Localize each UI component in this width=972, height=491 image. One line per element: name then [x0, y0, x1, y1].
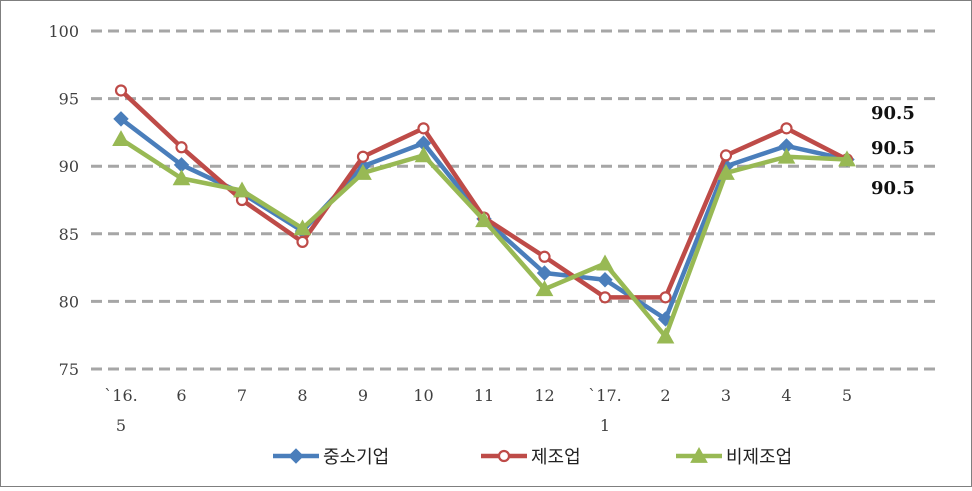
end-value-label: 90.5 [871, 178, 915, 199]
x-tick-label: `17. [588, 386, 621, 405]
gridlines [91, 29, 939, 371]
x-tick-label: 4 [781, 386, 791, 405]
series-point [659, 291, 672, 304]
x-axis-ticks: `16.56 7 8 9 10 11 12 `17.12 3 4 5 [104, 386, 852, 435]
legend: 중소기업 제조업 비제조업 [273, 446, 792, 468]
legend-item: 중소기업 [273, 447, 389, 468]
series-point [497, 449, 511, 463]
x-tick-label: 9 [358, 386, 368, 405]
x-tick-label: 6 [176, 386, 186, 405]
series-point [597, 272, 613, 288]
x-tick-label: 7 [237, 386, 247, 405]
series-point [417, 122, 430, 135]
end-value-labels: 90.5 90.5 90.5 [871, 103, 915, 199]
series-point [717, 163, 735, 180]
series-point [690, 446, 708, 463]
series-point [719, 149, 733, 162]
x-tick-label: 2 [660, 386, 670, 405]
x-tick-label: 10 [413, 386, 433, 405]
series-제조업 [114, 84, 854, 304]
series-point [112, 130, 130, 147]
legend-label: 중소기업 [323, 447, 389, 468]
x-tick-label: `16. [104, 386, 137, 405]
x-tick-label: 11 [474, 386, 494, 405]
series-line [119, 88, 849, 300]
series-point [296, 235, 309, 249]
end-value-label: 90.5 [871, 103, 915, 124]
y-tick-label: 80 [59, 292, 79, 311]
series-point [838, 150, 856, 167]
series-point [175, 141, 188, 154]
x-tick-label: 1 [600, 416, 610, 435]
y-tick-label: 75 [59, 360, 79, 379]
legend-label: 비제조업 [726, 447, 792, 468]
series-point [780, 122, 793, 135]
series-point [172, 169, 191, 186]
series-point [356, 150, 370, 163]
series-point [536, 265, 553, 281]
series-point [114, 84, 128, 97]
y-tick-label: 100 [48, 22, 79, 41]
legend-item: 비제조업 [676, 446, 792, 468]
series-point [233, 181, 251, 198]
series-point [777, 147, 796, 164]
series-point [475, 211, 493, 228]
x-tick-label: 12 [534, 386, 554, 405]
series-point [538, 250, 551, 263]
series-point [598, 291, 612, 304]
series-point [414, 146, 433, 163]
y-tick-label: 85 [59, 225, 79, 244]
y-tick-label: 90 [59, 157, 79, 176]
x-tick-label: 8 [297, 386, 307, 405]
series-point [656, 327, 675, 344]
y-axis-ticks: 75 80 85 90 95 100 [48, 22, 79, 379]
series-비제조업 [112, 130, 856, 344]
series-lines [112, 84, 856, 344]
series-point [113, 111, 129, 127]
series-point [596, 254, 614, 271]
series-point [293, 219, 312, 236]
series-point [535, 280, 554, 297]
end-value-label: 90.5 [871, 138, 915, 159]
series-point [288, 448, 304, 464]
x-tick-label: 3 [721, 386, 731, 405]
legend-label: 제조업 [531, 447, 581, 468]
x-tick-label: 5 [842, 386, 852, 405]
legend-item: 제조업 [481, 447, 581, 468]
series-point [354, 163, 372, 180]
series-line [119, 137, 848, 339]
x-tick-label: 5 [116, 416, 126, 435]
y-tick-label: 95 [59, 90, 79, 109]
